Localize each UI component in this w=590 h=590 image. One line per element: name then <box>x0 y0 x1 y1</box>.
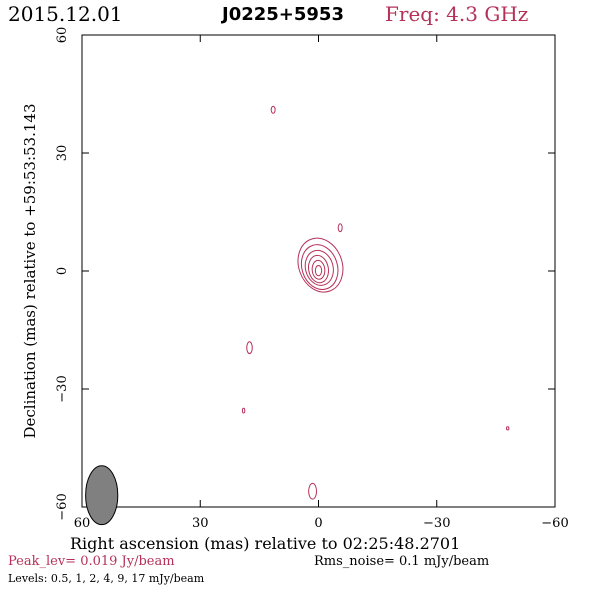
y-tick-label: −60 <box>55 493 70 520</box>
rms-noise: Rms_noise= 0.1 mJy/beam <box>314 554 490 569</box>
core-contour <box>311 259 326 280</box>
y-axis-label: Declination (mas) relative to +59:53:53.… <box>21 103 39 439</box>
contour-blob <box>270 105 276 114</box>
plot-frame <box>81 34 556 508</box>
y-tick-label: 0 <box>55 267 70 275</box>
x-tick-label: −30 <box>423 516 450 531</box>
core-contour <box>304 249 334 286</box>
y-tick-label: 30 <box>55 145 70 162</box>
x-axis-label: Right ascension (mas) relative to 02:25:… <box>70 534 461 553</box>
contour-blob <box>308 482 318 500</box>
core-contour <box>314 264 323 277</box>
beam-ellipse <box>85 465 119 526</box>
source-name: J0225+5953 <box>222 4 344 25</box>
observation-date: 2015.12.01 <box>8 2 123 26</box>
x-tick-label: −60 <box>541 516 568 531</box>
core-contour <box>297 237 344 293</box>
contour-blob <box>337 223 343 233</box>
y-tick-label: 60 <box>55 27 70 44</box>
contour-blob <box>506 426 510 431</box>
contour-blob <box>246 341 253 355</box>
frequency-label: Freq: 4.3 GHz <box>385 2 529 26</box>
peak-level: Peak_lev= 0.019 Jy/beam <box>8 554 175 569</box>
x-tick-label: 0 <box>314 516 322 531</box>
core-contour <box>308 254 329 284</box>
contour-levels: Levels: 0.5, 1, 2, 4, 9, 17 mJy/beam <box>8 572 205 585</box>
core-contour <box>300 244 339 290</box>
y-tick-label: −30 <box>55 375 70 402</box>
x-tick-label: 60 <box>74 516 91 531</box>
contour-blob <box>241 407 246 414</box>
x-tick-label: 30 <box>192 516 209 531</box>
